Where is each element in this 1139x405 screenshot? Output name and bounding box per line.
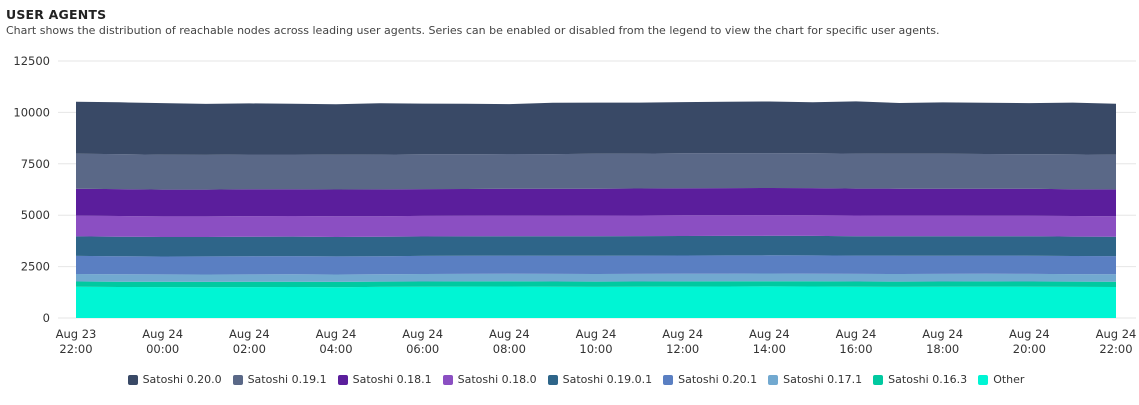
legend-swatch [442, 374, 453, 385]
legend-label: Other [993, 373, 1025, 386]
y-tick-label: 0 [43, 311, 50, 325]
area-satoshi-0-20-1[interactable] [76, 255, 1116, 275]
y-tick-label: 5000 [21, 208, 50, 222]
legend-swatch [978, 374, 989, 385]
x-tick-label: Aug 24 [229, 327, 270, 341]
area-satoshi-0-16-3[interactable] [76, 281, 1116, 288]
legend-label: Satoshi 0.19.0.1 [562, 373, 653, 386]
series-areas[interactable] [76, 101, 1116, 318]
legend-item-satoshi-0-20-1[interactable]: Satoshi 0.20.1 [663, 373, 757, 386]
legend-item-satoshi-0-19-1[interactable]: Satoshi 0.19.1 [232, 373, 327, 386]
y-axis: 0 2500 5000 7500 10000 12500 [13, 54, 50, 325]
x-tick-label: Aug 24 [1096, 327, 1137, 341]
x-tick-label: Aug 24 [922, 327, 963, 341]
legend-item-satoshi-0-19-0-1[interactable]: Satoshi 0.19.0.1 [547, 373, 653, 386]
legend-item-other[interactable]: Other [978, 373, 1024, 386]
x-tick-label: Aug 24 [662, 327, 703, 341]
x-tick-label: Aug 23 [56, 327, 97, 341]
area-satoshi-0-17-1[interactable] [76, 273, 1116, 282]
area-other[interactable] [76, 286, 1116, 318]
legend-swatch [663, 374, 674, 385]
x-tick-label: Aug 24 [489, 327, 530, 341]
x-tick-label: 22:00 [59, 342, 92, 356]
x-tick-label: 16:00 [839, 342, 872, 356]
legend-item-satoshi-0-17-1[interactable]: Satoshi 0.17.1 [768, 373, 862, 386]
legend-item-satoshi-0-18-1[interactable]: Satoshi 0.18.1 [337, 373, 432, 386]
y-tick-label: 10000 [13, 105, 50, 119]
legend-swatch [768, 374, 779, 385]
legend-swatch [547, 374, 558, 385]
legend-swatch [873, 374, 884, 385]
x-tick-label: 10:00 [579, 342, 612, 356]
area-satoshi-0-18-0[interactable] [76, 215, 1116, 237]
x-tick-label: 20:00 [1013, 342, 1046, 356]
x-tick-label: 06:00 [406, 342, 439, 356]
area-satoshi-0-20-0[interactable] [76, 101, 1116, 155]
x-tick-label: Aug 24 [836, 327, 877, 341]
legend-label: Satoshi 0.16.3 [888, 373, 968, 386]
legend-label: Satoshi 0.20.0 [142, 373, 222, 386]
chart-title: USER AGENTS [6, 7, 107, 22]
chart-legend: Satoshi 0.20.0 Satoshi 0.19.1 Satoshi 0.18… [0, 373, 1139, 386]
x-tick-label: Aug 24 [402, 327, 443, 341]
y-tick-label: 12500 [13, 54, 50, 68]
legend-swatch [337, 374, 348, 385]
area-satoshi-0-19-1[interactable] [76, 153, 1116, 190]
legend-item-satoshi-0-18-0[interactable]: Satoshi 0.18.0 [442, 373, 537, 386]
legend-label: Satoshi 0.20.1 [678, 373, 758, 386]
x-tick-label: 02:00 [233, 342, 266, 356]
x-tick-label: Aug 24 [316, 327, 357, 341]
chart-subtitle: Chart shows the distribution of reachabl… [6, 24, 940, 37]
x-tick-label: 14:00 [753, 342, 786, 356]
x-tick-label: Aug 24 [749, 327, 790, 341]
legend-swatch [127, 374, 138, 385]
y-tick-label: 2500 [21, 260, 50, 274]
legend-label: Satoshi 0.18.1 [352, 373, 432, 386]
x-tick-label: 08:00 [493, 342, 526, 356]
x-tick-label: 22:00 [1099, 342, 1132, 356]
area-satoshi-0-19-0-1[interactable] [76, 235, 1116, 257]
legend-label: Satoshi 0.17.1 [783, 373, 863, 386]
x-tick-label: 12:00 [666, 342, 699, 356]
x-tick-label: Aug 24 [576, 327, 617, 341]
x-tick-label: 04:00 [319, 342, 352, 356]
x-tick-label: 00:00 [146, 342, 179, 356]
x-tick-label: 18:00 [926, 342, 959, 356]
legend-label: Satoshi 0.19.1 [247, 373, 327, 386]
area-satoshi-0-18-1[interactable] [76, 188, 1116, 217]
legend-label: Satoshi 0.18.0 [457, 373, 537, 386]
legend-item-satoshi-0-16-3[interactable]: Satoshi 0.16.3 [873, 373, 967, 386]
y-tick-label: 7500 [21, 157, 50, 171]
x-tick-label: Aug 24 [142, 327, 183, 341]
x-tick-label: Aug 24 [1009, 327, 1050, 341]
legend-swatch [232, 374, 243, 385]
legend-item-satoshi-0-20-0[interactable]: Satoshi 0.20.0 [127, 373, 222, 386]
